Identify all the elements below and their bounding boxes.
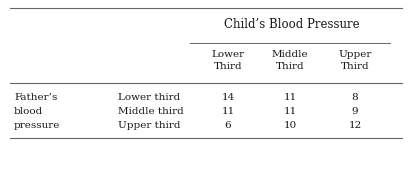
- Text: 11: 11: [283, 107, 297, 116]
- Text: 9: 9: [352, 107, 358, 116]
- Text: 10: 10: [283, 122, 297, 130]
- Text: 14: 14: [221, 93, 234, 102]
- Text: Child’s Blood Pressure: Child’s Blood Pressure: [224, 19, 359, 32]
- Text: 11: 11: [221, 107, 234, 116]
- Text: 8: 8: [352, 93, 358, 102]
- Text: Lower
Third: Lower Third: [211, 50, 245, 71]
- Text: Upper
Third: Upper Third: [338, 50, 372, 71]
- Text: blood: blood: [14, 107, 43, 116]
- Text: Upper third: Upper third: [118, 122, 180, 130]
- Text: 6: 6: [225, 122, 231, 130]
- Text: Father’s: Father’s: [14, 93, 57, 102]
- Text: Middle
Third: Middle Third: [272, 50, 308, 71]
- Text: Middle third: Middle third: [118, 107, 184, 116]
- Text: pressure: pressure: [14, 122, 61, 130]
- Text: 11: 11: [283, 93, 297, 102]
- Text: Lower third: Lower third: [118, 93, 180, 102]
- Text: 12: 12: [349, 122, 362, 130]
